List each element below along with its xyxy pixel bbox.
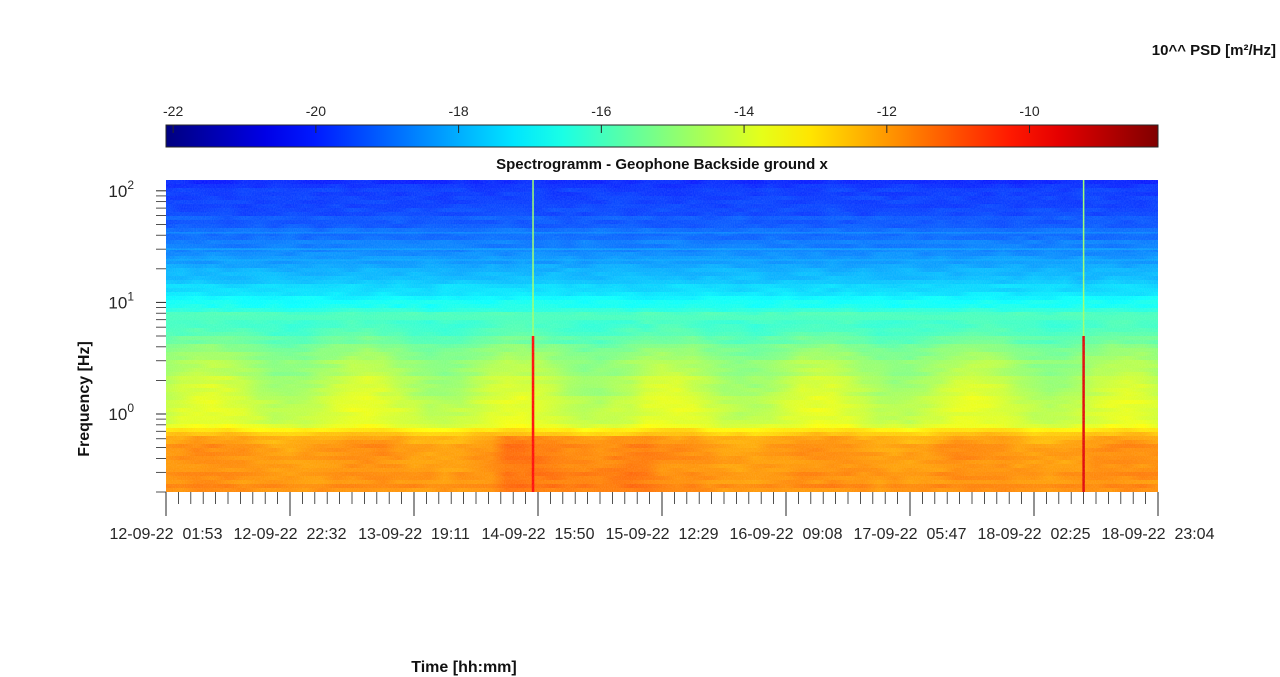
x-tick-label: 17-09-22 05:47 <box>854 526 967 543</box>
chart-title: Spectrogramm - Geophone Backside ground … <box>496 156 828 173</box>
spectrogram-plot-area: 100 101 102 12-09-22 01:53 12-09-22 22:32 13… <box>108 178 1214 543</box>
x-tick-label: 14-09-22 15:50 <box>482 526 595 543</box>
colorbar-tick-label: -14 <box>734 103 754 119</box>
x-tick-label: 12-09-22 01:53 <box>110 526 223 543</box>
x-tick-label: 12-09-22 22:32 <box>234 526 347 543</box>
colorbar-tick-label: -20 <box>306 103 326 119</box>
x-tick-label: 18-09-22 02:25 <box>978 526 1091 543</box>
y-tick-label: 101 <box>108 289 134 312</box>
colorbar-tick-label: -18 <box>448 103 468 119</box>
x-tick-label: 16-09-22 09:08 <box>730 526 843 543</box>
colorbar-tick-label: -22 <box>163 103 183 119</box>
colorbar-tick-label: -16 <box>591 103 611 119</box>
x-tick-label: 15-09-22 12:29 <box>606 526 719 543</box>
y-tick-label: 102 <box>108 178 134 201</box>
y-tick-label: 100 <box>108 401 134 424</box>
colorbar: -22 -20 -18 -16 -14 -12 -10 <box>163 103 1159 148</box>
x-tick-label: 18-09-22 23:04 <box>1102 526 1215 543</box>
colorbar-label: 10^^ PSD [m²/Hz] <box>1152 42 1276 59</box>
x-tick-label: 13-09-22 19:11 <box>358 526 470 543</box>
x-axis-label: Time [hh:mm] <box>411 659 516 676</box>
colorbar-gradient <box>166 125 1158 147</box>
y-axis-label: Frequency [Hz] <box>76 341 93 457</box>
colorbar-tick-label: -12 <box>877 103 897 119</box>
colorbar-tick-label: -10 <box>1019 103 1039 119</box>
